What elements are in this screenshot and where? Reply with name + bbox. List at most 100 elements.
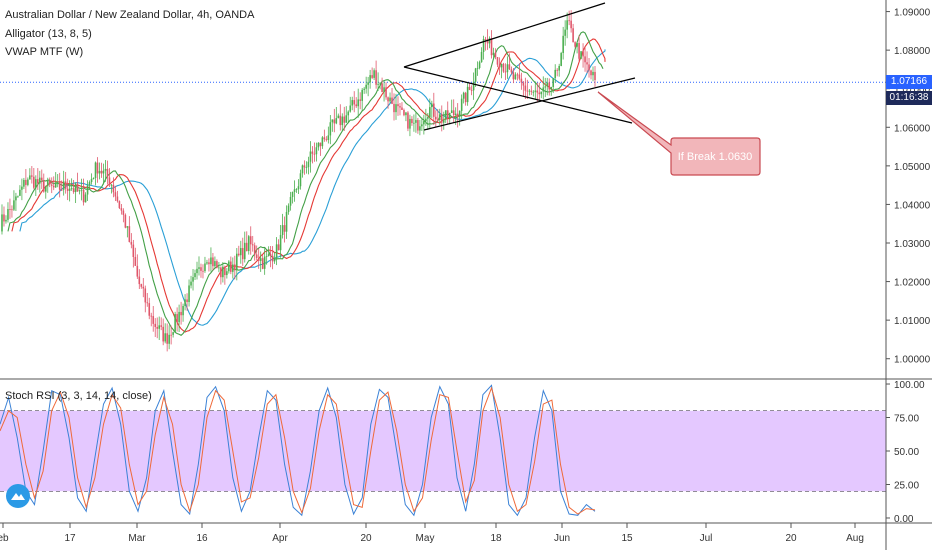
candle-body: [492, 52, 495, 56]
candle-body: [456, 113, 459, 117]
candle-body: [146, 302, 149, 304]
candle-body: [269, 254, 272, 256]
candle-body: [72, 188, 75, 193]
candle-body: [56, 182, 59, 183]
candle-body: [31, 175, 33, 177]
candle-body: [395, 104, 397, 113]
candle-body: [411, 118, 413, 124]
candle-body: [265, 256, 268, 257]
candle-body: [42, 180, 45, 192]
candle-body: [66, 188, 69, 191]
candle-body: [419, 126, 421, 131]
candle-body: [261, 258, 264, 269]
candle-body: [482, 38, 485, 52]
candle-body: [389, 97, 391, 102]
price-tick-label: 1.02000: [894, 278, 931, 289]
candle-body: [37, 179, 39, 184]
candle-body: [480, 51, 483, 63]
candle-body: [490, 38, 493, 56]
tradingview-logo-icon[interactable]: [6, 484, 30, 508]
candle-body: [548, 82, 551, 90]
candle-body: [218, 267, 220, 269]
candle-body: [464, 92, 467, 103]
candle-body: [514, 74, 517, 80]
candle-body: [458, 110, 461, 117]
candle-body: [275, 244, 278, 259]
candle-body: [158, 325, 160, 329]
candle-body: [251, 244, 254, 246]
candle-body: [329, 122, 332, 136]
candle-body: [379, 83, 381, 85]
candle-body: [558, 65, 560, 71]
candle-body: [253, 245, 256, 255]
stoch-k-line: [0, 384, 596, 517]
stoch-tick-label: 100.00: [894, 380, 925, 391]
candle-body: [323, 137, 326, 140]
candle-body: [134, 256, 137, 266]
candle-body: [277, 244, 280, 251]
candle-body: [170, 334, 172, 336]
candle-body: [460, 98, 463, 111]
candle-body: [98, 170, 101, 174]
candle-body: [228, 261, 230, 272]
time-tick-label: May: [416, 533, 435, 544]
candle-body: [212, 257, 214, 267]
candle-body: [484, 38, 487, 40]
candle-body: [210, 257, 212, 265]
candle-body: [200, 267, 202, 271]
candle-body: [78, 190, 81, 192]
candle-body: [325, 139, 328, 141]
candle-body: [154, 323, 157, 327]
candle-body: [516, 74, 519, 76]
candle-body: [52, 185, 55, 188]
candle-body: [474, 68, 477, 82]
candle-body: [160, 325, 162, 327]
candle-body: [249, 236, 252, 245]
candle-body: [361, 89, 363, 101]
candle-body: [381, 83, 383, 93]
candle-body: [371, 75, 373, 78]
candle-body: [427, 117, 429, 119]
candle-body: [224, 266, 226, 276]
time-tick-label: 15: [621, 533, 633, 544]
candle-body: [132, 244, 135, 257]
time-tick-label: 17: [64, 533, 76, 544]
candle-body: [413, 122, 415, 124]
candle-body: [38, 177, 41, 184]
candle-body: [351, 100, 354, 106]
candle-body: [13, 200, 15, 210]
annotation-callout[interactable]: If Break 1.0630: [597, 91, 761, 176]
candle-body: [35, 179, 37, 188]
candle-body: [86, 185, 89, 195]
candle-body: [174, 314, 176, 333]
trendlines[interactable]: [403, 2, 636, 131]
candle-body: [341, 116, 344, 126]
candle-body: [295, 189, 298, 190]
candle-body: [552, 78, 555, 87]
candle-body: [508, 64, 511, 70]
candle-body: [357, 99, 359, 107]
candle-body: [186, 299, 188, 303]
candle-body: [554, 69, 557, 79]
price-tick-label: 1.06000: [894, 123, 931, 134]
candle-body: [9, 209, 11, 210]
candle-body: [29, 175, 31, 180]
candle-body: [524, 85, 527, 91]
candle-body: [562, 35, 564, 54]
candle-body: [584, 56, 586, 63]
candle-body: [309, 151, 312, 162]
candle-body: [108, 177, 111, 186]
candle-body: [417, 120, 419, 131]
candle-body: [550, 86, 553, 90]
candle-body: [506, 64, 509, 73]
candle-body: [126, 226, 129, 228]
candle-body: [570, 20, 572, 29]
stoch-rsi-lines: [0, 384, 596, 517]
candle-body: [440, 114, 443, 123]
jaw-line: [19, 49, 606, 326]
candle-body: [138, 276, 141, 285]
candle-body: [80, 189, 83, 191]
candle-body: [307, 161, 310, 168]
price-tick-label: 1.03000: [894, 239, 931, 250]
